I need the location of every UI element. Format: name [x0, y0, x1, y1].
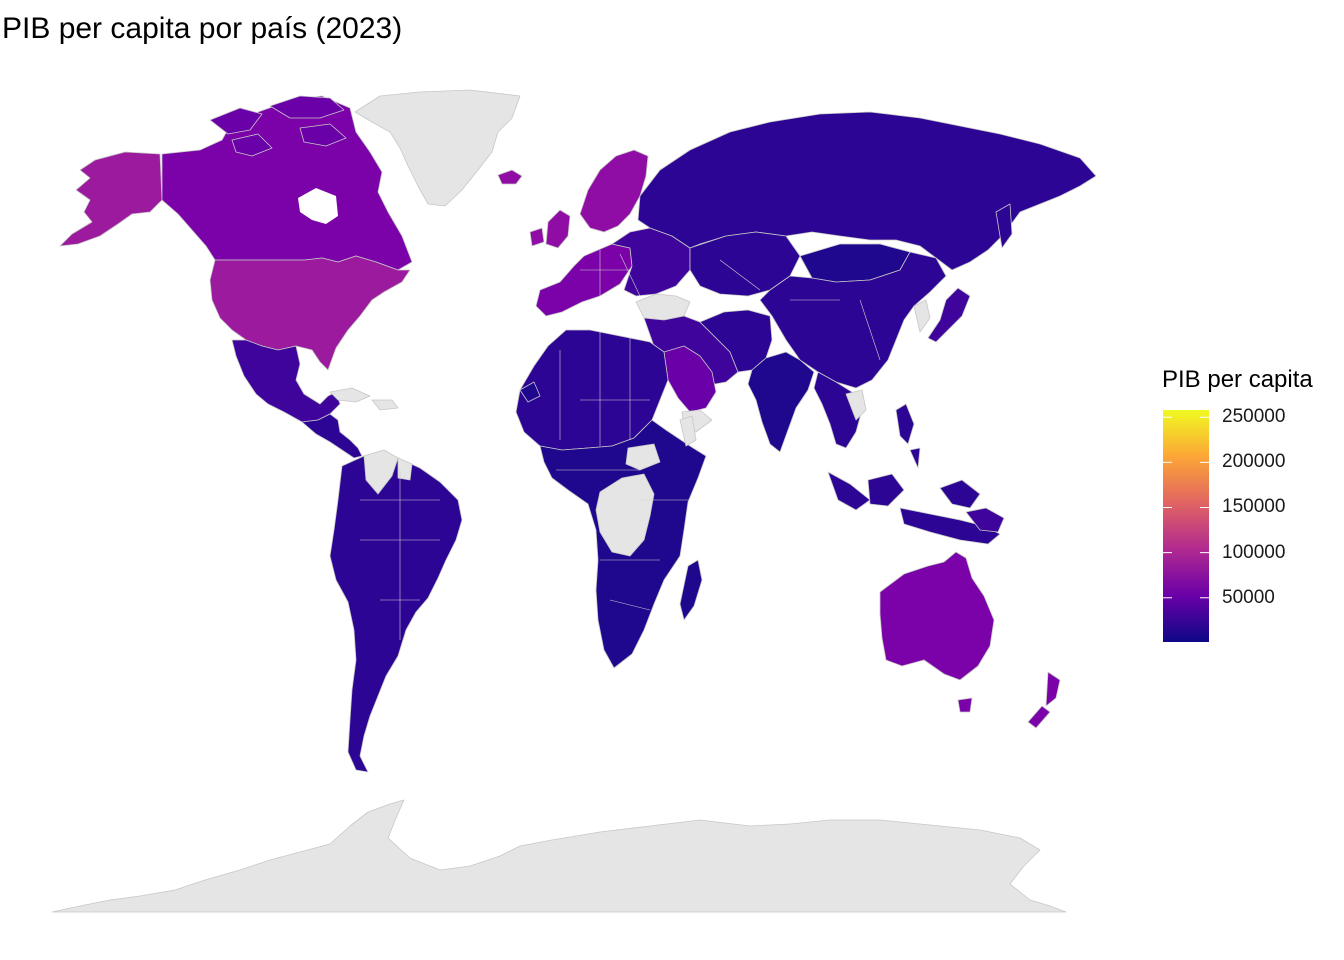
region-canada: [161, 95, 413, 271]
legend-color-bar: [1163, 410, 1209, 642]
region-china: [759, 251, 947, 389]
region-usa: [209, 255, 411, 371]
region-madagascar: [679, 559, 703, 621]
legend-tick-label: 150000: [1222, 496, 1286, 518]
region-hudson-bay: [298, 188, 338, 224]
region-korea: [913, 299, 931, 333]
region-new-zealand: [1027, 671, 1061, 729]
region-papua: [965, 507, 1005, 533]
region-south-sudan: [625, 443, 661, 471]
region-central-america: [301, 413, 363, 459]
region-australia: [879, 551, 995, 681]
region-sakhalin: [995, 203, 1013, 249]
country-borders: [360, 250, 881, 640]
region-laos: [845, 389, 867, 421]
region-iceland: [497, 169, 523, 185]
map-title: PIB per capita por país (2023): [2, 12, 403, 45]
region-guianas: [397, 457, 413, 481]
legend-gradient: [1163, 410, 1209, 642]
region-greenland: [354, 89, 521, 207]
region-western-europe: [535, 243, 633, 317]
legend-tick-label: 250000: [1222, 406, 1286, 428]
legend-tick-label: 50000: [1222, 586, 1275, 608]
region-philippines: [895, 403, 921, 469]
region-saudi-arabia: [663, 345, 717, 413]
legend-tick-label: 200000: [1222, 451, 1286, 473]
legend-title: PIB per capita: [1162, 366, 1313, 393]
region-arctic-islands: [209, 95, 347, 157]
region-southeast-asia: [813, 371, 863, 449]
region-south-america: [329, 455, 463, 773]
legend-tick-marks: [1163, 416, 1209, 599]
region-tasmania: [957, 697, 973, 713]
region-scandinavia: [579, 149, 649, 233]
region-western-sahara: [519, 381, 541, 403]
region-congo: [595, 473, 655, 557]
region-antarctica: [51, 799, 1067, 913]
region-caribbean: [329, 387, 399, 411]
region-japan: [927, 287, 971, 343]
region-indonesia: [827, 471, 1001, 545]
region-alaska: [59, 151, 163, 247]
legend-tick-label: 100000: [1222, 541, 1286, 563]
color-legend: PIB per capita 250000 200000 150000 100000 5…: [1162, 366, 1344, 646]
region-india: [747, 351, 815, 453]
region-horn: [679, 415, 697, 447]
region-uk-ireland: [529, 209, 571, 249]
